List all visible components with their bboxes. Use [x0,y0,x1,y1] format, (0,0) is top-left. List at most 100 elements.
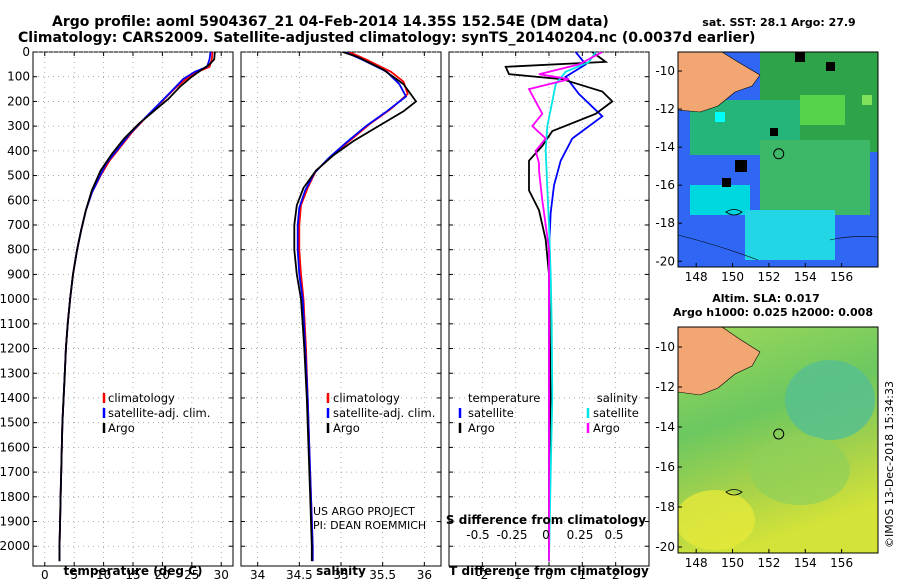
temperature-ytick-label: 900 [7,267,30,281]
credit-project: US ARGO PROJECT [313,505,415,518]
sst-map-xtick-label: 150 [721,270,744,284]
temperature-series-argo [58,52,216,562]
difference-s-tick-label: 0.5 [604,528,623,542]
sst-map-xtick-label: 154 [794,270,817,284]
sla-map-title: Altim. SLA: 0.017 [712,292,819,305]
sst-map-ytick-label: -12 [655,102,675,116]
sla-land-png [678,327,761,396]
salinity-series-argo [293,52,418,562]
sst-map-ytick-label: -20 [655,254,675,268]
sla-high-anomaly [678,490,755,550]
difference-xlabel: T difference from climatology [449,564,649,578]
legend-argo-label: Argo [108,421,135,435]
difference-panel: -2 -1 0 1 2 -0.5 -0.25 0 0.25 0.5 [449,51,649,580]
temperature-ytick-label: 0 [22,45,30,59]
sst-map-axes: 148 150 152 154 156 -10 -12 -14 -16 -18 -20 [655,64,853,284]
temperature-legend: climatology satellite-adj. clim. Argo [102,391,210,435]
sst-field-block [862,95,872,105]
sla-map-axes: 148 150 152 154 156 -10 -12 -14 -16 -18 -20 [655,340,853,570]
sst-map-frame [677,51,879,268]
temperature-ytick-label: 2000 [0,539,30,553]
sst-map-argo-position-marker [773,148,785,160]
difference-s-tick-label: 0.25 [567,528,594,542]
sla-low-anomaly [785,360,875,440]
sla-reef-outline [725,489,743,496]
temperature-xtick-label: 10 [96,568,111,580]
temperature-xtick-label: 20 [155,568,170,580]
sla-map-xtick-label: 156 [830,556,853,570]
salinity-xlabel: salinity [316,564,366,578]
temperature-ytick-label: 1100 [0,317,30,331]
sla-map-argo-position-marker [773,428,785,440]
legend-argo-label: Argo [333,421,360,435]
salinity-xtick-label: 35.5 [369,568,396,580]
sst-map-xtick-label: 152 [757,270,780,284]
sst-field-block [800,95,845,125]
sst-gap-cell [826,62,835,71]
sst-field-block [690,185,750,215]
salinity-panel-frame [240,51,442,567]
temperature-ytick-label: 400 [7,144,30,158]
sla-map-xtick-label: 152 [757,556,780,570]
sla-map-xtick-label: 148 [685,556,708,570]
legend-satellite-label: satellite-adj. clim. [333,406,435,420]
temperature-xtick-label: 25 [184,568,199,580]
temperature-ytick-label: 200 [7,94,30,108]
temperature-ytick-label: 1200 [0,342,30,356]
sla-map-ytick-label: -16 [655,460,675,474]
difference-xtick-label: 2 [612,568,620,580]
sst-map-ytick-label: -18 [655,216,675,230]
sst-reef-outline [725,209,743,216]
sla-map-ytick-label: -20 [655,540,675,554]
legend-t-argo-label: Argo [468,421,495,435]
sst-field-block [715,112,725,122]
difference-xtick-label: 1 [579,568,587,580]
sst-map-ytick-label: -10 [655,64,675,78]
sst-land-png [678,52,761,113]
difference-series-s-satellite [544,52,597,562]
s-difference-label: S difference from climatology [446,513,646,527]
difference-s-tick-label: -0.25 [496,528,527,542]
temperature-ytick-label: 600 [7,193,30,207]
temperature-ytick-label: 800 [7,243,30,257]
temperature-ytick-label: 1300 [0,366,30,380]
sla-map-subtitle: Argo h1000: 0.025 h2000: 0.008 [673,306,873,319]
salinity-panel: 34 34.5 35 35.5 36 [241,51,441,580]
sla-map-field [678,327,878,553]
salinity-legend: climatology satellite-adj. clim. Argo US… [313,391,435,532]
temperature-xtick-label: 30 [214,568,229,580]
imos-credit: ©IMOS 13-Dec-2018 15:34:33 [883,381,896,548]
difference-xtick-label: -2 [476,568,488,580]
temperature-xtick-label: 5 [70,568,78,580]
salinity-xtick-label: 34 [250,568,265,580]
difference-s-tick-label: 0 [542,528,550,542]
sla-map-xtick-label: 150 [721,556,744,570]
sst-isobath [678,234,878,261]
temperature-ytick-label: 100 [7,70,30,84]
sla-map-ytick-label: -10 [655,340,675,354]
sst-map-xtick-label: 148 [685,270,708,284]
sst-map-ytick-label: -16 [655,178,675,192]
temperature-ytick-label: 1500 [0,416,30,430]
temperature-xtick-label: 0 [41,568,49,580]
sst-field-block [745,210,835,260]
legend-salinity-title: salinity [597,391,638,405]
salinity-xtick-label: 36 [417,568,432,580]
legend-satellite-label: satellite-adj. clim. [108,406,210,420]
temperature-xtick-label: 15 [125,568,140,580]
sst-map-xtick-label: 156 [830,270,853,284]
sst-map-field [678,52,878,267]
sla-anomaly [750,435,850,505]
legend-t-satellite-label: satellite [468,406,514,420]
sst-gap-cell [735,160,747,172]
temperature-ytick-label: 1900 [0,515,30,529]
temperature-ytick-label: 1800 [0,490,30,504]
difference-xtick-label: 0 [545,568,553,580]
salinity-xtick-label: 35 [333,568,348,580]
sst-gap-cell [722,178,731,187]
temperature-ytick-label: 300 [7,119,30,133]
figure-title-line1: Argo profile: aoml 5904367_21 04-Feb-201… [52,14,609,30]
sla-map-xtick-label: 154 [794,556,817,570]
difference-xtick-label: -1 [510,568,522,580]
